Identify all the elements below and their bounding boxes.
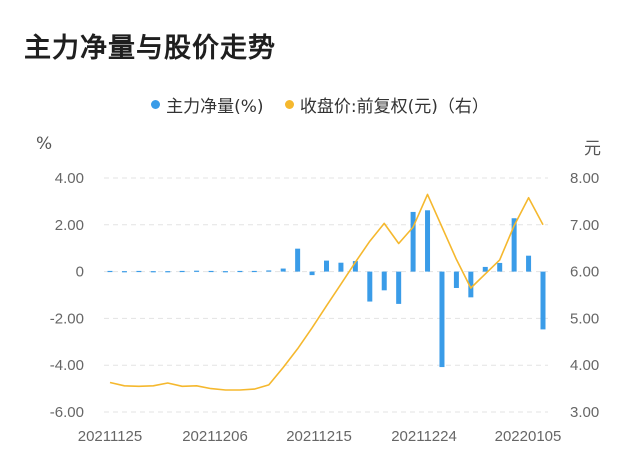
bar — [410, 211, 416, 272]
x-tick-label: 20211224 — [391, 428, 457, 445]
bar — [237, 270, 243, 273]
x-tick-label: 20211206 — [182, 428, 248, 445]
bar — [482, 266, 488, 272]
bar — [136, 270, 142, 273]
legend-bar-marker — [151, 100, 161, 109]
bar — [540, 271, 546, 330]
bar — [367, 271, 373, 302]
legend: 主力净量(%) 收盘价:前复权(元)（右） — [0, 92, 640, 117]
bar — [251, 270, 257, 273]
legend-label-net-volume: 主力净量(%) — [166, 97, 264, 117]
bar — [194, 270, 200, 272]
bar — [511, 218, 517, 272]
chart-title: 主力净量与股价走势 — [24, 33, 276, 64]
bar — [222, 271, 228, 273]
bar — [338, 262, 344, 272]
right-axis-unit: 元 — [584, 139, 601, 159]
y-left-tick-label: 2.00 — [55, 217, 84, 234]
legend-label-close-price: 收盘价:前复权(元)（右） — [299, 97, 489, 117]
bar — [352, 261, 358, 272]
legend-item-net-volume[interactable]: 主力净量(%) — [151, 92, 264, 117]
y-right-tick-label: 4.00 — [570, 357, 599, 374]
bar — [208, 270, 214, 273]
bar — [121, 271, 127, 273]
bar — [497, 262, 503, 272]
bar — [295, 248, 301, 272]
bar — [526, 255, 532, 272]
y-left-tick-label: -6.00 — [50, 404, 84, 421]
y-right-tick-label: 6.00 — [570, 264, 599, 281]
bar — [425, 210, 431, 272]
bar — [280, 268, 286, 272]
x-tick-label: 20211125 — [78, 428, 143, 445]
y-left-tick-label: 4.00 — [55, 170, 84, 187]
bar — [453, 271, 459, 288]
bar — [266, 270, 272, 272]
bar — [179, 270, 185, 273]
y-right-tick-label: 3.00 — [570, 404, 599, 421]
y-right-tick-label: 5.00 — [570, 310, 599, 327]
bar — [396, 271, 402, 304]
y-left-tick-label: 0 — [76, 264, 84, 281]
x-tick-label: 20220105 — [495, 428, 562, 445]
close-price-line — [109, 193, 544, 391]
bar — [439, 271, 445, 368]
bar — [381, 271, 387, 291]
y-left-tick-label: -4.00 — [50, 357, 84, 374]
bar — [165, 271, 171, 273]
bar — [107, 270, 113, 273]
y-right-tick-label: 8.00 — [570, 170, 599, 187]
bar — [324, 260, 329, 272]
x-tick-label: 20211215 — [286, 428, 352, 445]
y-right-tick-label: 7.00 — [570, 217, 599, 234]
y-left-tick-label: -2.00 — [50, 310, 84, 327]
legend-item-close-price[interactable]: 收盘价:前复权(元)（右） — [284, 92, 489, 117]
bar — [468, 271, 474, 298]
left-axis-unit: % — [36, 134, 53, 154]
legend-line-marker — [284, 100, 294, 109]
bar — [150, 271, 156, 273]
bar — [309, 271, 315, 276]
